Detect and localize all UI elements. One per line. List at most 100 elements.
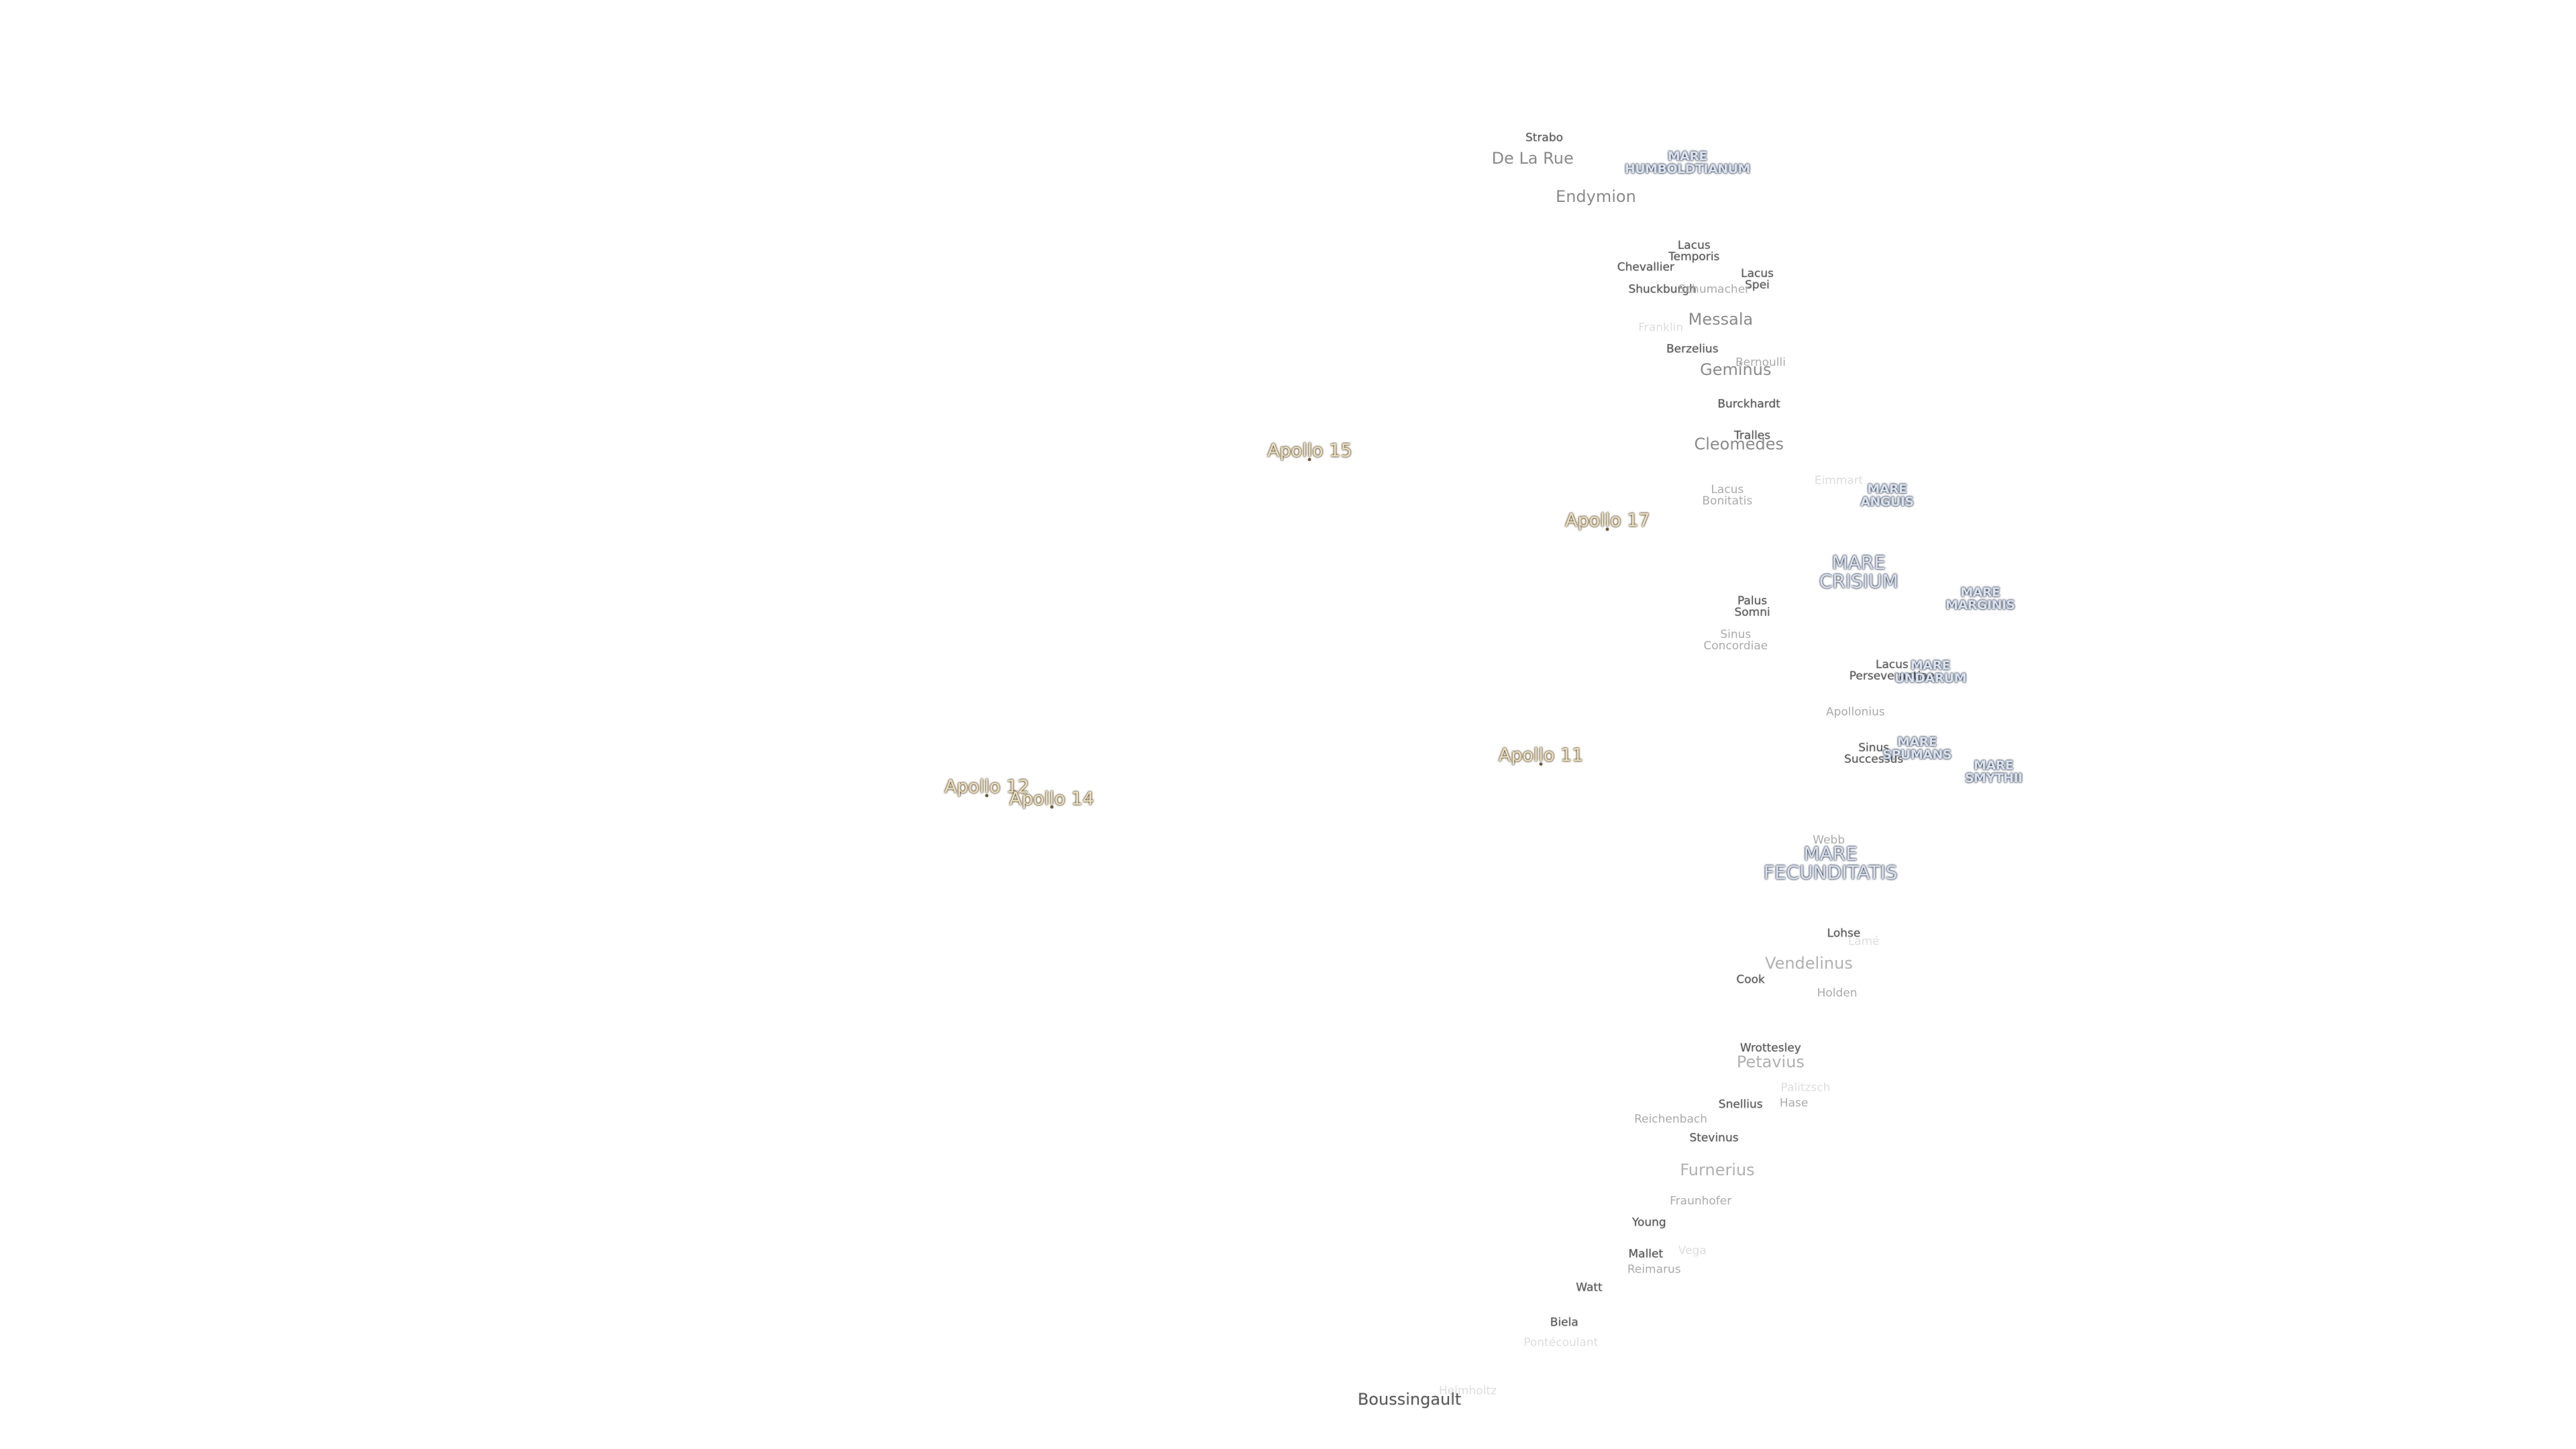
map-label: MARE SMYTHII	[1965, 759, 2023, 785]
label-line: Endymion	[1556, 186, 1636, 206]
map-label: MARE FECUNDITATIS	[1764, 845, 1898, 882]
label-line: Spei	[1745, 278, 1770, 292]
label-line: Apollo 11	[1498, 745, 1584, 766]
map-label: Berzelius	[1666, 343, 1719, 355]
label-line: Geminus	[1700, 360, 1772, 379]
map-label: Lacus Temporis	[1668, 239, 1720, 264]
map-label: Mallet	[1628, 1247, 1664, 1261]
map-label: Schumacher	[1678, 284, 1750, 295]
label-line: MARE	[1974, 758, 2014, 773]
map-label: Lacus Perseverantiae	[1849, 659, 1935, 682]
map-label: Bernoulli	[1735, 357, 1786, 368]
label-line: Vega	[1678, 1244, 1707, 1258]
label-line: Sinus	[1858, 741, 1890, 755]
label-line: Tralles	[1734, 429, 1771, 443]
label-line: UNDARUM	[1894, 671, 1967, 686]
map-label: Apollo 11	[1499, 747, 1584, 765]
label-line: Lacus	[1876, 657, 1909, 672]
label-line: Strabo	[1525, 131, 1564, 145]
map-label: Burckhardt	[1717, 398, 1780, 410]
label-line: Biela	[1550, 1316, 1578, 1330]
label-line: MARE	[1803, 843, 1858, 865]
map-label: Holden	[1817, 987, 1858, 999]
map-label: Cook	[1736, 973, 1765, 987]
label-line: Shuckburgh	[1628, 282, 1697, 297]
label-line: Watt	[1576, 1281, 1603, 1295]
label-line: ANGUIS	[1860, 494, 1914, 510]
label-line: Franklin	[1638, 321, 1684, 335]
label-line: Burckhardt	[1717, 397, 1780, 411]
label-line: SPUMANS	[1882, 747, 1952, 763]
map-label: Furnerius	[1680, 1162, 1754, 1178]
label-line: Stevinus	[1689, 1131, 1739, 1145]
map-label: Chevallier	[1617, 262, 1674, 274]
map-label: Petavius	[1737, 1054, 1805, 1070]
label-line: Lacus	[1741, 266, 1774, 280]
label-line: Eimmart	[1814, 474, 1864, 488]
label-line: Temporis	[1668, 250, 1720, 264]
label-line: Fraunhofer	[1670, 1194, 1732, 1208]
label-line: Apollo 12	[944, 776, 1030, 798]
map-label: Reimarus	[1627, 1264, 1681, 1275]
label-line: Webb	[1813, 833, 1845, 847]
label-line: Apollo 14	[1009, 788, 1095, 810]
label-line: Furnerius	[1680, 1160, 1755, 1179]
label-line: Cleomedes	[1694, 435, 1784, 454]
label-line: Somni	[1734, 606, 1770, 620]
label-line: Holden	[1817, 986, 1858, 1000]
map-label: MARE SPUMANS	[1882, 736, 1951, 761]
map-label: De La Rue	[1492, 150, 1574, 166]
map-label: Vendelinus	[1765, 955, 1853, 971]
map-label: Geminus	[1700, 362, 1771, 378]
label-line: Reimarus	[1627, 1263, 1681, 1277]
map-label: Pontécoulant	[1523, 1337, 1598, 1348]
label-line: Bernoulli	[1735, 356, 1786, 370]
map-label: Biela	[1550, 1316, 1578, 1330]
landing-site-dot	[985, 794, 989, 798]
label-line: Petavius	[1736, 1052, 1805, 1071]
map-label: Endymion	[1556, 189, 1636, 205]
landing-site-dot	[1050, 805, 1054, 809]
map-label: Lamé	[1848, 936, 1880, 948]
map-label: MARE UNDARUM	[1894, 659, 1967, 686]
label-line: MARE	[1667, 149, 1708, 164]
label-line: MARE	[1960, 585, 2000, 600]
label-line: SMYTHII	[1964, 771, 2023, 786]
label-line: Messala	[1688, 310, 1754, 329]
map-label: Apollonius	[1826, 706, 1885, 718]
label-line: FECUNDITATIS	[1763, 861, 1898, 884]
label-line: Cook	[1736, 973, 1765, 987]
label-line: Boussingault	[1357, 1390, 1462, 1409]
label-line: Lamé	[1847, 934, 1880, 949]
map-label: MARE ANGUIS	[1860, 482, 1914, 510]
label-line: Mallet	[1628, 1247, 1664, 1261]
map-label: Young	[1631, 1216, 1666, 1230]
map-label: Snellius	[1719, 1099, 1763, 1111]
label-line: Palus	[1737, 594, 1768, 608]
map-label: MARE MARGINIS	[1945, 586, 2015, 612]
map-label: Franklin	[1638, 322, 1683, 333]
label-line: Pontécoulant	[1523, 1336, 1599, 1350]
map-label: Watt	[1576, 1281, 1603, 1295]
label-line: MARE	[1867, 482, 1907, 497]
map-label: Hase	[1780, 1097, 1809, 1109]
landing-site-dot	[1307, 458, 1311, 462]
label-line: Reichenbach	[1634, 1112, 1707, 1126]
label-line: CRISIUM	[1819, 570, 1898, 593]
map-label: Reichenbach	[1634, 1114, 1707, 1126]
label-line: Snellius	[1718, 1097, 1763, 1112]
map-label: MARE HUMBOLDTIANUM	[1625, 149, 1751, 176]
label-line: Lohse	[1827, 926, 1861, 941]
map-label: Cleomedes	[1694, 436, 1784, 452]
label-line: Hase	[1779, 1096, 1809, 1110]
map-label: Wrottesley	[1740, 1042, 1801, 1054]
label-line: Helmholtz	[1438, 1384, 1497, 1398]
map-label: Fraunhofer	[1670, 1194, 1732, 1208]
map-label: Eimmart	[1815, 475, 1864, 486]
map-label: Sinus Concordiae	[1703, 629, 1768, 652]
label-line: Schumacher	[1678, 282, 1750, 297]
map-label: MARE CRISIUM	[1819, 553, 1898, 591]
label-line: Young	[1631, 1216, 1666, 1230]
label-line: Berzelius	[1666, 342, 1719, 356]
map-label: Lacus Spei	[1741, 268, 1774, 291]
